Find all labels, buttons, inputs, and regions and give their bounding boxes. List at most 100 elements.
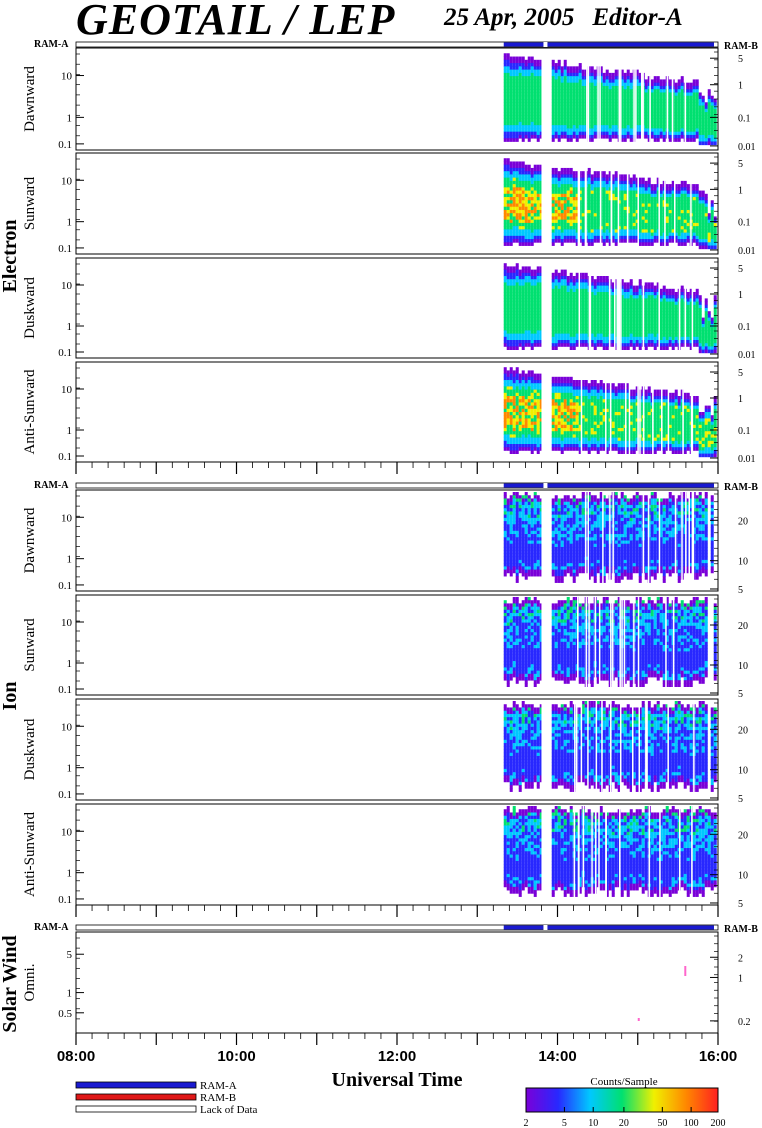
heatmap-cell xyxy=(656,206,660,211)
heatmap-cell xyxy=(575,292,579,296)
heatmap-cell xyxy=(539,440,543,445)
heatmap-cell xyxy=(590,128,594,133)
heatmap-cell xyxy=(662,336,666,341)
heatmap-cell xyxy=(677,89,681,93)
heatmap-cell xyxy=(644,330,648,334)
heatmap-cell xyxy=(527,415,531,419)
heatmap-cell xyxy=(602,304,606,309)
heatmap-cell xyxy=(677,209,681,214)
data-gap xyxy=(541,49,550,149)
heatmap-cell xyxy=(698,235,702,240)
heatmap-cell xyxy=(560,99,564,103)
heatmap-cell xyxy=(635,121,639,126)
heatmap-cell xyxy=(590,89,594,93)
heatmap-cell xyxy=(689,308,693,312)
heatmap-cell xyxy=(635,226,639,230)
heatmap-cell xyxy=(713,330,717,334)
heatmap-cell xyxy=(563,285,567,290)
heatmap-cell xyxy=(638,76,642,80)
heatmap-cell xyxy=(698,219,702,224)
heatmap-cell xyxy=(623,102,627,106)
heatmap-cell xyxy=(506,266,510,270)
heatmap-cell xyxy=(650,314,654,318)
heatmap-cell xyxy=(680,288,684,293)
heatmap-cell xyxy=(590,76,594,80)
heatmap-cell xyxy=(590,333,594,338)
heatmap-cell xyxy=(587,76,591,80)
heatmap-cell xyxy=(701,330,705,334)
heatmap-cell xyxy=(614,76,618,80)
heatmap-cell xyxy=(518,200,522,204)
heatmap-cell xyxy=(551,440,555,445)
heatmap-cell xyxy=(503,203,507,208)
heatmap-cell xyxy=(506,428,510,432)
heatmap-cell xyxy=(602,125,606,129)
heatmap-cell xyxy=(659,128,663,133)
heatmap-cell xyxy=(551,190,555,195)
heatmap-cell xyxy=(557,311,561,315)
heatmap-cell xyxy=(566,418,570,422)
heatmap-cell xyxy=(644,219,648,224)
heatmap-cell xyxy=(563,125,567,129)
heatmap-cell xyxy=(620,206,624,211)
heatmap-cell xyxy=(569,99,573,103)
heatmap-cell xyxy=(551,340,555,344)
heatmap-cell xyxy=(704,200,708,204)
heatmap-cell xyxy=(551,138,555,142)
heatmap-cell xyxy=(506,298,510,302)
heatmap-cell xyxy=(512,389,516,394)
heatmap-cell xyxy=(578,95,582,100)
heatmap-cell xyxy=(503,295,507,299)
heatmap-cell xyxy=(614,314,618,318)
heatmap-cell xyxy=(575,190,579,195)
heatmap-cell xyxy=(656,197,660,201)
heatmap-cell xyxy=(698,295,702,299)
heatmap-cell xyxy=(656,226,660,230)
heatmap-cell xyxy=(554,324,558,328)
left-tick-label: 1 xyxy=(67,321,73,333)
heatmap-cell xyxy=(572,399,576,403)
heatmap-cell xyxy=(518,399,522,403)
heatmap-cell xyxy=(554,177,558,182)
heatmap-cell xyxy=(602,333,606,338)
heatmap-cell xyxy=(704,226,708,230)
heatmap-cell xyxy=(551,431,555,435)
heatmap-cell xyxy=(524,105,528,110)
heatmap-cell xyxy=(581,190,585,195)
heatmap-cell xyxy=(614,301,618,306)
heatmap-cell xyxy=(572,232,576,237)
heatmap-cell xyxy=(575,79,579,84)
heatmap-cell xyxy=(509,138,513,142)
heatmap-cell xyxy=(713,134,717,139)
data-gap-line xyxy=(684,49,687,149)
heatmap-cell xyxy=(530,370,534,374)
heatmap-cell xyxy=(575,276,579,280)
heatmap-cell xyxy=(587,242,591,246)
heatmap-cell xyxy=(566,174,570,179)
heatmap-cell xyxy=(647,216,651,221)
heatmap-cell xyxy=(689,85,693,90)
heatmap-cell xyxy=(539,376,543,381)
heatmap-cell xyxy=(506,89,510,93)
heatmap-cell xyxy=(602,288,606,293)
heatmap-cell xyxy=(656,177,660,182)
heatmap-cell xyxy=(530,389,534,394)
heatmap-cell xyxy=(680,232,684,237)
heatmap-cell xyxy=(689,320,693,325)
heatmap-cell xyxy=(530,444,534,448)
heatmap-cell xyxy=(653,193,657,198)
heatmap-cell xyxy=(509,292,513,296)
heatmap-cell xyxy=(509,167,513,172)
heatmap-cell xyxy=(557,209,561,214)
heatmap-cell xyxy=(662,311,666,315)
heatmap-cell xyxy=(701,226,705,230)
heatmap-cell xyxy=(554,405,558,410)
heatmap-cell xyxy=(560,405,564,410)
heatmap-cell xyxy=(566,235,570,240)
heatmap-cell xyxy=(692,314,696,318)
heatmap-cell xyxy=(632,327,636,331)
heatmap-cell xyxy=(602,213,606,217)
heatmap-cell xyxy=(620,285,624,290)
heatmap-cell xyxy=(533,330,537,334)
heatmap-cell xyxy=(575,171,579,175)
